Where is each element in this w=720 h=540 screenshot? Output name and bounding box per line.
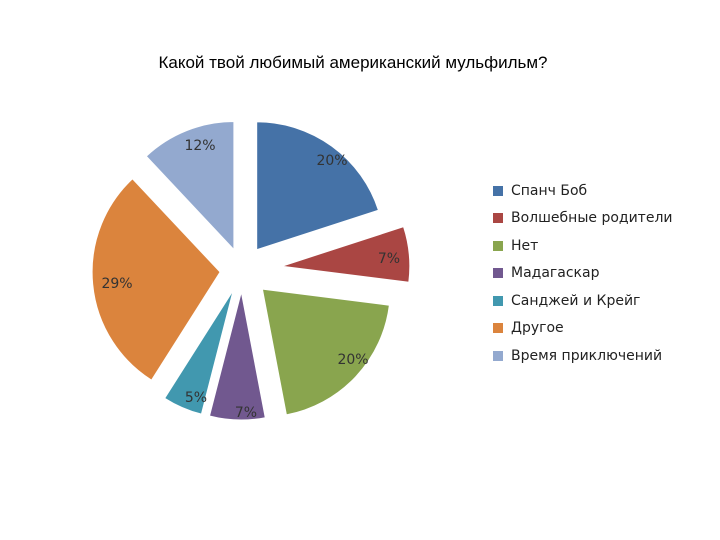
slice-label-net: 20%: [337, 352, 368, 368]
slice-label-spanch-bob: 20%: [316, 153, 347, 169]
legend-item-sandzhei-i-kreig: Санджей и Крейг: [493, 287, 673, 315]
pie-slice-spanch-bob: [256, 121, 380, 251]
legend-item-spanch-bob: Спанч Боб: [493, 177, 673, 205]
legend-label: Санджей и Крейг: [511, 292, 641, 309]
legend-item-madagaskar: Мадагаскар: [493, 260, 673, 288]
legend-label: Нет: [511, 237, 539, 254]
legend-item-net: Нет: [493, 232, 673, 260]
legend-item-vremya-priklyuchenii: Время приключений: [493, 342, 673, 370]
legend-label: Волшебные родители: [511, 210, 673, 227]
pie-slice-volshebnye-roditeli: [281, 226, 411, 283]
legend-swatch: [493, 240, 503, 251]
legend-swatch: [493, 185, 503, 196]
legend: Спанч Боб Волшебные родители Нет Мадагаскар…: [493, 177, 673, 370]
legend-label: Мадагаскар: [511, 265, 600, 282]
legend-swatch: [493, 268, 503, 279]
chart-title: Какой твой любимый американский мульфиль…: [158, 53, 548, 72]
pie-slice-madagaskar: [208, 291, 266, 421]
pie-slice-vremya-priklyuchenii: [145, 121, 235, 251]
slice-label-madagaskar: 7%: [235, 405, 257, 421]
legend-label: Время приключений: [511, 347, 663, 364]
slice-label-sandzhei-i-kreig: 5%: [185, 390, 207, 406]
slice-label-volshebnye-roditeli: 7%: [378, 251, 400, 267]
pie-slices: [91, 121, 411, 421]
legend-label: Другое: [511, 320, 564, 337]
slice-labels: 20% 7% 20% 7% 5% 29% 12%: [101, 138, 400, 421]
pie-slice-drugoe: [91, 178, 221, 381]
legend-swatch: [493, 350, 503, 361]
slice-label-drugoe: 29%: [101, 276, 132, 292]
legend-swatch: [493, 295, 503, 306]
slice-label-vremya-priklyuchenii: 12%: [184, 138, 215, 154]
legend-swatch: [493, 323, 503, 334]
legend-item-drugoe: Другое: [493, 315, 673, 343]
legend-label: Спанч Боб: [511, 182, 588, 199]
legend-swatch: [493, 213, 503, 224]
legend-item-volshebnye-roditeli: Волшебные родители: [493, 205, 673, 233]
pie-slice-sandzhei-i-kreig: [163, 289, 234, 415]
pie-slice-net: [261, 288, 390, 416]
